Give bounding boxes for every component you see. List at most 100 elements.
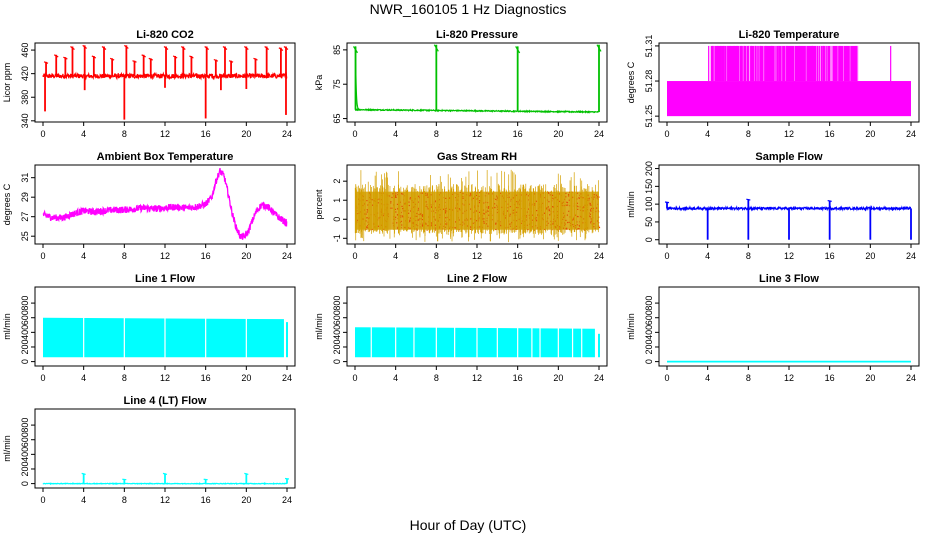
y-tick-label: 800	[20, 296, 30, 311]
spike-cap	[53, 54, 59, 58]
rh-point	[479, 192, 481, 194]
rh-point	[596, 220, 599, 222]
rh-point	[547, 206, 549, 208]
rh-point	[422, 225, 424, 227]
x-axis-caption: Hour of Day (UTC)	[409, 517, 527, 533]
rh-point	[514, 214, 516, 216]
rh-point	[434, 201, 436, 203]
rh-point	[415, 203, 417, 205]
rh-point	[394, 196, 396, 198]
rh-point	[378, 217, 380, 219]
spike-cap	[70, 46, 75, 50]
rh-point	[430, 223, 432, 225]
rh-point	[533, 204, 536, 206]
rh-point	[534, 203, 536, 205]
rh-point	[596, 194, 598, 196]
rh-point	[516, 201, 518, 203]
series-li-820-co2	[42, 44, 289, 120]
y-tick-label: 200	[20, 339, 30, 354]
rh-point	[465, 209, 467, 211]
rh-point	[479, 200, 481, 202]
y-tick-label: 0	[644, 237, 654, 242]
spike-cap	[172, 55, 178, 59]
rh-point	[472, 197, 474, 199]
x-tick-label: 16	[513, 129, 523, 139]
rh-point	[566, 214, 568, 216]
rh-point	[557, 225, 559, 227]
rh-point	[487, 210, 489, 212]
rh-point	[458, 219, 460, 221]
spike-cap	[284, 477, 290, 480]
rh-point	[397, 194, 399, 196]
x-tick-label: 4	[81, 251, 86, 261]
rh-point	[509, 213, 511, 215]
rh-point	[389, 195, 391, 197]
panel-li-820-temperature: Li-820 Temperature 0 4 8 12 16 20 24 51.25 51.28 5…	[626, 29, 920, 139]
rh-point	[421, 224, 423, 226]
rh-point	[488, 214, 490, 216]
y-tick-label: 29	[20, 192, 30, 202]
panel-title: Gas Stream RH	[437, 151, 517, 163]
y-tick-label: 200	[644, 161, 654, 176]
y-tick-label: 800	[20, 418, 30, 433]
rh-point	[509, 223, 511, 225]
rh-point	[538, 228, 540, 230]
rh-point	[528, 195, 530, 197]
rh-point	[505, 217, 507, 219]
y-tick-label: 27	[20, 212, 30, 222]
rh-point	[475, 220, 478, 222]
rh-point	[470, 208, 472, 210]
rh-point	[577, 208, 579, 210]
spike-cap	[101, 46, 107, 50]
rh-point	[512, 209, 514, 211]
rh-point	[544, 228, 546, 231]
rh-point	[396, 203, 399, 205]
rh-point	[469, 193, 471, 195]
rh-point	[366, 209, 368, 211]
y-tick-label: 400	[332, 325, 342, 340]
rh-point	[497, 208, 499, 210]
panel-title: Li-820 CO2	[136, 29, 193, 41]
rh-point	[552, 223, 554, 225]
rh-point	[515, 225, 517, 227]
spike-cap	[253, 57, 258, 61]
rh-point	[582, 207, 584, 209]
rh-point	[512, 228, 514, 230]
x-tick-label: 12	[160, 251, 170, 261]
rh-point	[562, 227, 564, 229]
spike-cap	[148, 57, 154, 61]
rh-point	[362, 218, 364, 220]
rh-point	[475, 210, 478, 212]
x-tick-label: 12	[784, 129, 794, 139]
rh-point	[470, 228, 472, 230]
rh-point	[417, 201, 419, 203]
rh-point	[475, 194, 477, 196]
x-tick-label: 8	[434, 129, 439, 139]
y-axis-label: Licor ppm	[2, 63, 12, 103]
x-tick-label: 16	[513, 373, 523, 383]
x-tick-label: 16	[201, 129, 211, 139]
x-tick-label: 8	[746, 129, 751, 139]
rh-point	[510, 225, 512, 227]
x-tick-label: 20	[865, 129, 875, 139]
x-tick-label: 24	[282, 495, 292, 505]
rh-point	[531, 214, 533, 216]
rh-point	[372, 204, 374, 206]
rh-point	[400, 220, 402, 222]
rh-point	[576, 205, 578, 207]
x-tick-label: 0	[664, 129, 669, 139]
rh-point	[576, 202, 578, 204]
x-tick-label: 0	[40, 129, 45, 139]
rh-point	[548, 192, 550, 194]
rh-point	[588, 215, 590, 217]
y-tick-label: 0	[20, 359, 30, 364]
flow-band	[43, 317, 284, 358]
rh-point	[463, 223, 465, 225]
y-axis-label: degrees C	[626, 61, 636, 103]
rh-point	[529, 193, 531, 195]
rh-point	[596, 197, 598, 199]
rh-point	[355, 205, 358, 207]
rh-point	[470, 218, 472, 220]
rh-point	[418, 218, 420, 220]
rh-point	[426, 193, 428, 195]
